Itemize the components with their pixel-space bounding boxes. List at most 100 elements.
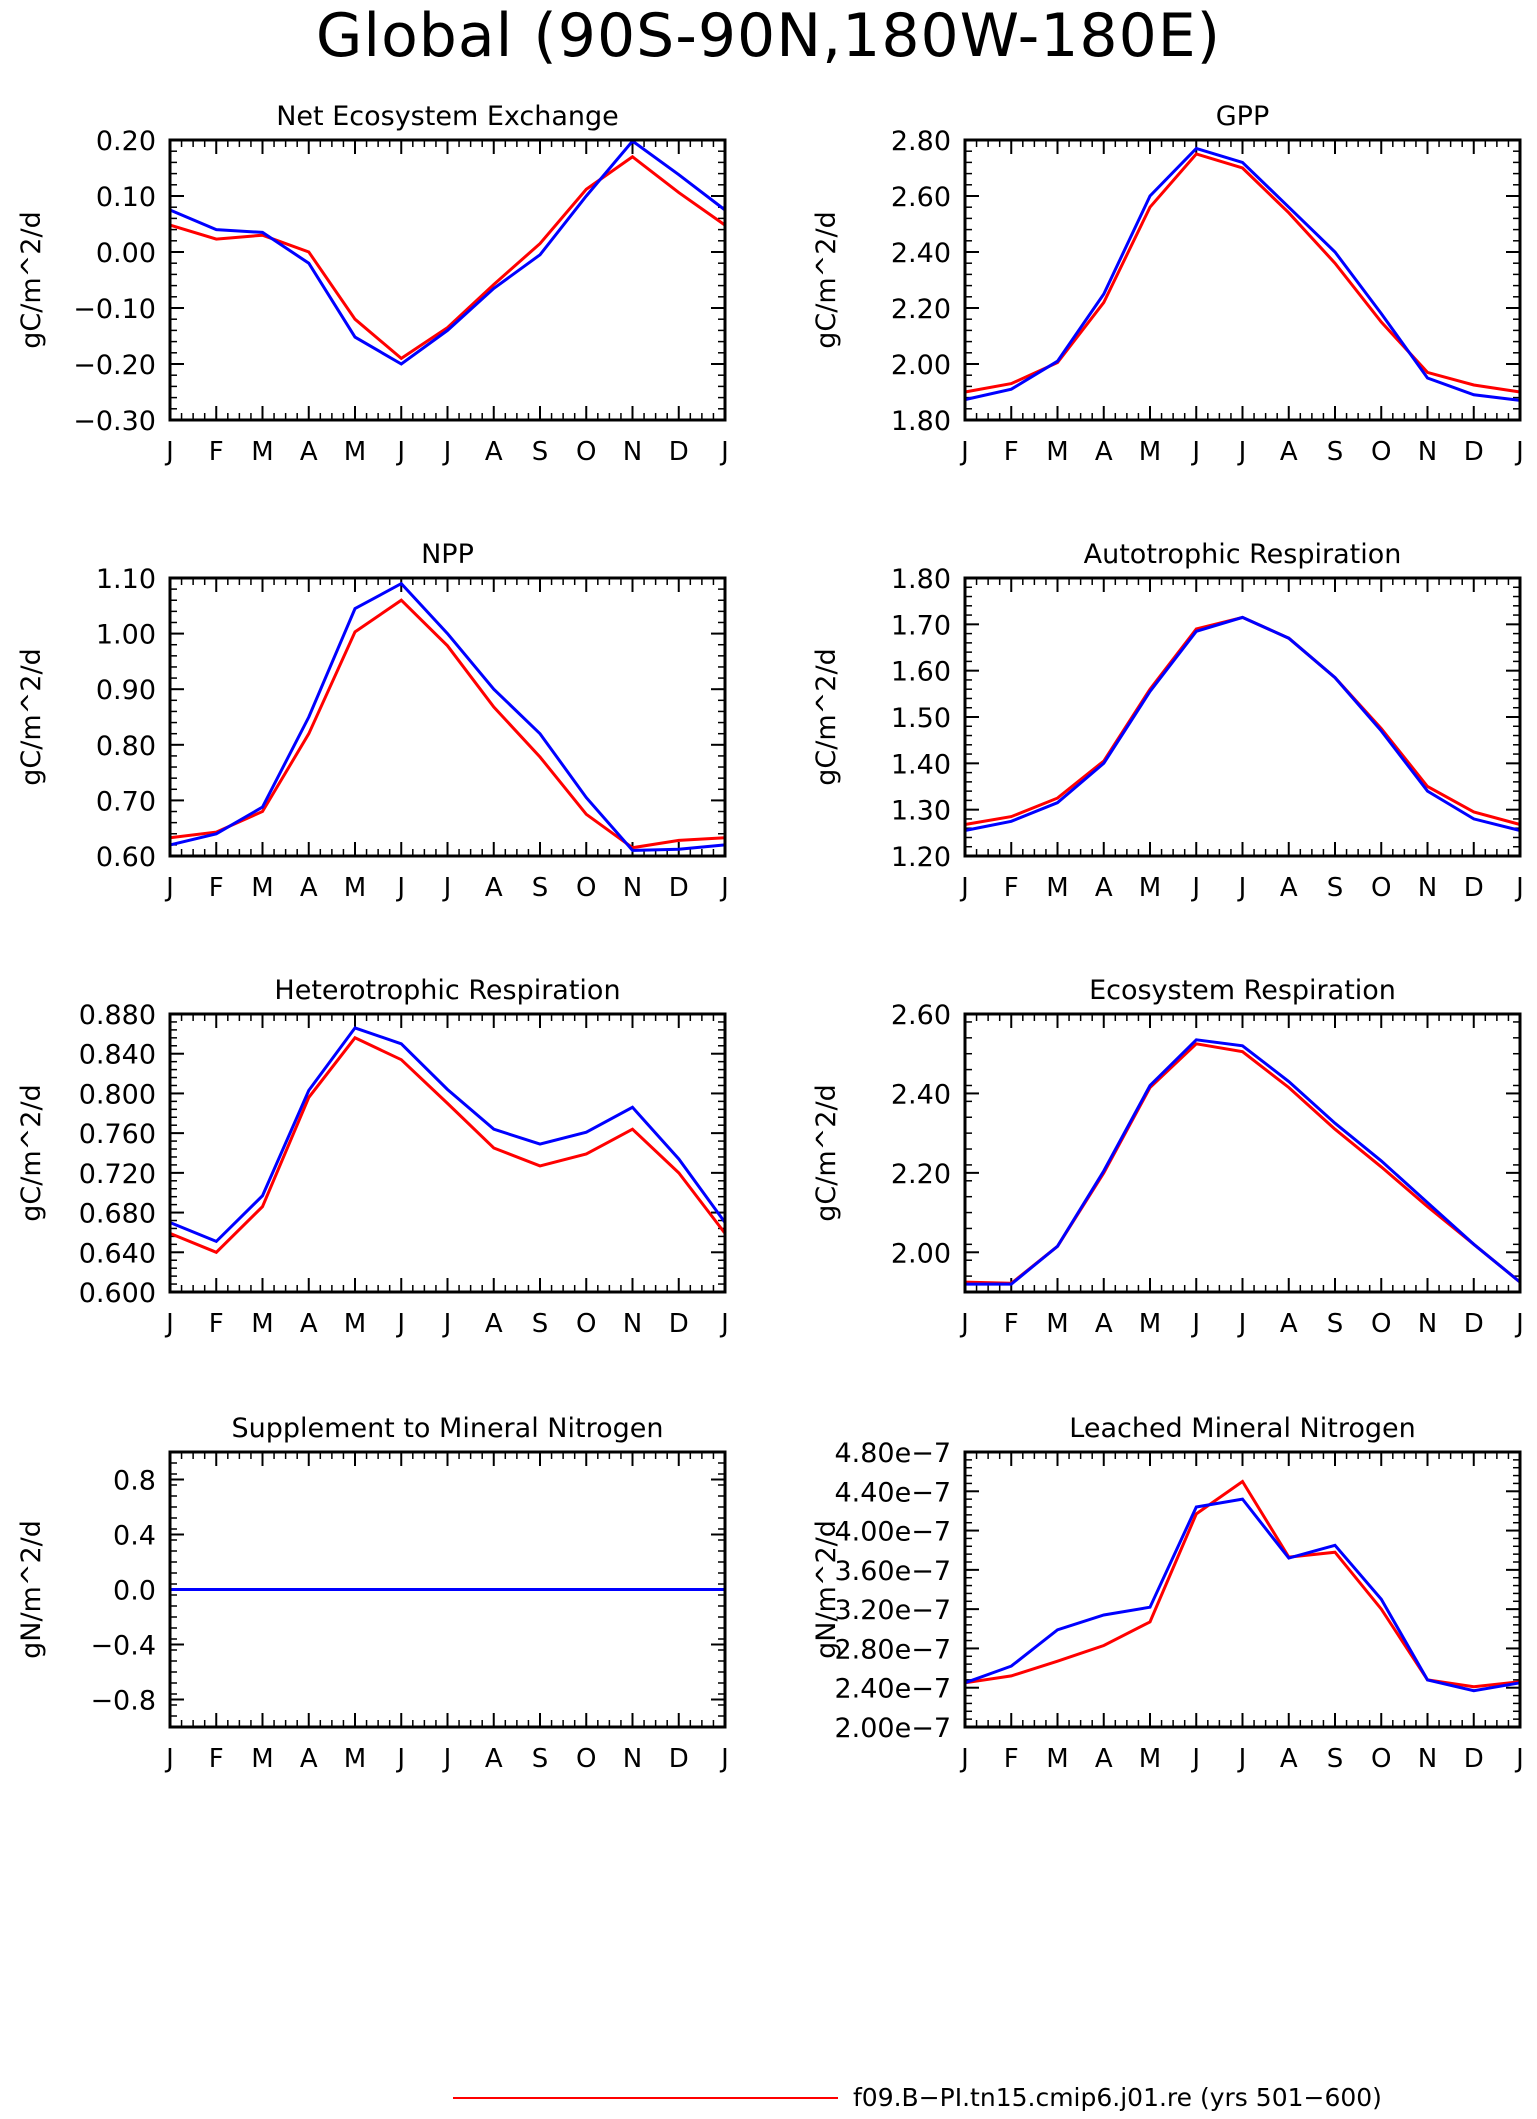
y-tick-label: −0.4 [90,1631,156,1662]
x-tick-label: F [209,1309,224,1339]
x-tick-label: M [344,437,366,467]
y-tick-label: 4.00e−7 [834,1517,951,1548]
series-line [169,1035,727,1255]
y-tick-label: 2.60 [891,182,951,213]
y-tick-label: 0.90 [96,675,156,706]
x-tick-label: N [623,1744,642,1774]
x-tick-label: J [164,437,174,467]
chart-panel: Supplement to Mineral Nitrogen gN/m^2/d J F… [16,1413,729,1774]
y-tick-label: 0.840 [79,1040,156,1071]
y-tick-label: 0.20 [96,126,156,157]
x-tick-label: J [959,437,969,467]
x-tick-label: D [1464,1744,1484,1774]
x-tick-label: S [532,1744,549,1774]
x-tick-label: J [1237,873,1247,903]
x-tick-label: J [1237,1309,1247,1339]
x-tick-label: S [532,437,549,467]
plot-frame [963,1012,1522,1294]
x-tick-label: J [959,1309,969,1339]
x-tick-label: O [576,1744,596,1774]
x-tick-label: M [1139,1744,1161,1774]
chart-title: Heterotrophic Respiration [274,975,620,1006]
x-tick-label: O [1371,1744,1391,1774]
y-axis-label: gN/m^2/d [16,1520,47,1659]
y-axis-label: gC/m^2/d [811,211,842,348]
x-tick-label: D [669,873,689,903]
y-tick-label: 0.680 [79,1199,156,1230]
plot-frame [168,576,727,858]
x-tick-label: O [576,873,596,903]
x-tick-label: M [251,873,273,903]
y-tick-label: 2.00 [891,1238,951,1269]
x-tick-label: A [1095,1744,1113,1774]
series-line [965,1038,1521,1286]
plot-frame [963,576,1522,858]
y-tick-label: 3.20e−7 [834,1595,951,1626]
y-tick-label: 1.00 [96,620,156,651]
y-tick-label: 2.20 [891,294,951,325]
x-tick-label: J [1514,437,1524,467]
y-axis-label: gC/m^2/d [811,1084,842,1221]
x-tick-label: S [1327,1744,1344,1774]
x-tick-label: F [209,437,224,467]
y-tick-label: 1.30 [891,796,951,827]
x-tick-label: J [1514,1744,1524,1774]
x-tick-label: J [395,1309,405,1339]
x-tick-label: J [959,873,969,903]
x-tick-label: M [344,1309,366,1339]
x-tick-label: J [1190,873,1200,903]
y-tick-label: 1.60 [891,657,951,688]
x-tick-label: J [719,873,729,903]
plot-frame [168,138,727,422]
x-tick-label: M [344,1744,366,1774]
x-tick-label: F [1004,1744,1019,1774]
x-tick-label: N [1418,1309,1437,1339]
x-tick-label: S [532,1309,549,1339]
x-tick-label: J [1190,1309,1200,1339]
x-tick-label: F [1004,437,1019,467]
x-tick-label: J [442,437,452,467]
x-tick-label: M [1046,1744,1068,1774]
x-tick-label: J [1514,1309,1524,1339]
x-tick-label: M [251,1744,273,1774]
y-tick-label: 2.20 [891,1159,951,1190]
series-line [169,598,726,850]
x-tick-label: F [209,1744,224,1774]
y-tick-label: 0.0 [113,1576,156,1607]
x-tick-label: N [1418,437,1437,467]
chart-title: NPP [421,539,474,570]
y-tick-label: 0.80 [96,731,156,762]
y-tick-label: 0.600 [79,1278,156,1309]
y-tick-label: 0.640 [79,1238,156,1269]
plot-frame [963,138,1522,422]
x-tick-label: M [1139,1309,1161,1339]
plot-frame [168,1012,727,1294]
y-tick-label: 2.80e−7 [834,1634,951,1665]
chart-title: Ecosystem Respiration [1089,975,1396,1006]
x-tick-label: S [532,873,549,903]
x-tick-label: J [395,1744,405,1774]
y-tick-label: 0.800 [79,1079,156,1110]
y-tick-label: 0.4 [113,1521,156,1552]
y-tick-label: 0.8 [113,1466,156,1497]
y-tick-label: −0.20 [73,350,156,381]
x-tick-label: J [959,1744,969,1774]
x-tick-label: M [344,873,366,903]
x-tick-label: S [1327,873,1344,903]
chart-title: Net Ecosystem Exchange [276,101,619,132]
y-tick-label: −0.30 [73,406,156,437]
x-tick-label: D [669,1309,689,1339]
chart-title: Autotrophic Respiration [1084,539,1402,570]
y-tick-label: 2.00 [891,350,951,381]
y-axis-label: gC/m^2/d [16,1084,47,1221]
x-tick-label: J [164,1744,174,1774]
x-tick-label: J [719,1309,729,1339]
y-tick-label: −0.8 [90,1686,156,1717]
x-tick-label: A [1095,437,1113,467]
x-tick-label: D [669,437,689,467]
y-tick-label: 1.80 [891,564,951,595]
